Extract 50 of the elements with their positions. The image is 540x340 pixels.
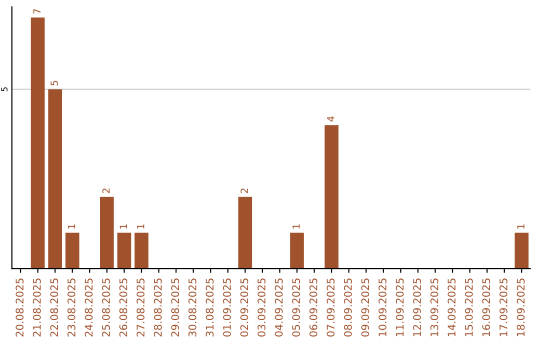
bar xyxy=(65,232,80,269)
bar xyxy=(238,196,252,269)
bar xyxy=(48,89,62,269)
x-tick-label: 18.09.2025 xyxy=(516,278,525,336)
bar xyxy=(290,232,304,269)
x-tick-label: 15.09.2025 xyxy=(464,278,473,336)
data-label: 1 xyxy=(292,224,300,229)
data-label: 1 xyxy=(120,224,127,229)
x-tick-label: 10.09.2025 xyxy=(378,278,386,336)
data-label: 5 xyxy=(50,80,58,86)
x-tick-label: 13.09.2025 xyxy=(430,278,438,336)
x-tick-label: 07.09.2025 xyxy=(326,278,335,337)
data-label: 7 xyxy=(33,9,40,14)
bar xyxy=(117,232,132,269)
bar xyxy=(514,232,529,269)
x-tick-label: 08.09.2025 xyxy=(344,278,352,337)
x-tick-label: 02.09.2025 xyxy=(240,278,248,337)
x-tick-label: 12.09.2025 xyxy=(413,278,421,336)
x-tick-label: 21.08.2025 xyxy=(32,278,41,337)
x-tick-label: 17.09.2025 xyxy=(500,278,508,336)
x-tick-label: 28.08.2025 xyxy=(154,278,162,337)
x-tick-label: 03.09.2025 xyxy=(258,278,266,337)
x-tick-label: 23.08.2025 xyxy=(68,278,76,337)
data-label: 2 xyxy=(102,188,110,194)
data-label: 2 xyxy=(240,188,248,194)
x-tick-label: 25.08.2025 xyxy=(102,278,110,337)
x-tick-label: 05.09.2025 xyxy=(292,278,300,337)
bar xyxy=(134,232,148,269)
data-label: 4 xyxy=(327,116,334,122)
x-tick-label: 11.09.2025 xyxy=(396,278,404,336)
x-tick-label: 06.09.2025 xyxy=(309,278,318,337)
data-label: 1 xyxy=(68,224,76,229)
data-label: 1 xyxy=(517,224,524,229)
x-tick-label: 22.08.2025 xyxy=(50,278,58,337)
x-tick-label: 24.08.2025 xyxy=(84,278,93,337)
x-tick-label: 01.09.2025 xyxy=(223,278,231,337)
bar xyxy=(324,125,338,269)
data-label: 1 xyxy=(137,224,144,229)
x-tick-label: 26.08.2025 xyxy=(119,278,128,337)
x-tick-label: 14.09.2025 xyxy=(448,278,456,336)
x-tick-label: 30.08.2025 xyxy=(188,278,196,336)
x-tick-label: 27.08.2025 xyxy=(136,278,144,337)
x-tick-label: 29.08.2025 xyxy=(171,278,180,337)
x-tick-label: 16.09.2025 xyxy=(482,278,490,336)
x-tick-label: 20.08.2025 xyxy=(16,278,24,337)
bar xyxy=(30,18,45,269)
x-tick-label: 09.09.2025 xyxy=(361,278,370,337)
x-tick-label: 31.08.2025 xyxy=(206,278,214,336)
bar xyxy=(100,196,114,269)
x-tick-label: 04.09.2025 xyxy=(274,278,283,337)
